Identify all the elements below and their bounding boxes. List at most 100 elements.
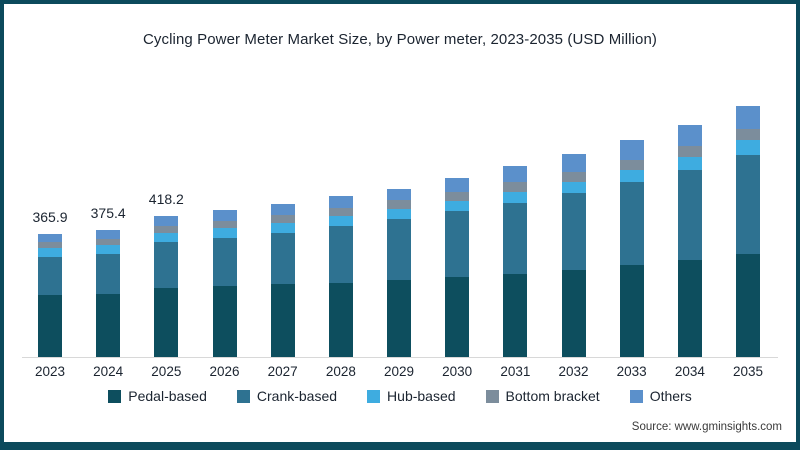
bar-segment-others — [736, 106, 761, 129]
bar-segment-crank-based — [619, 181, 644, 265]
bar-segment-crank-based — [736, 154, 761, 254]
source-note: Source: www.gminsights.com — [631, 421, 782, 433]
legend-swatch-icon — [629, 389, 643, 403]
bar-segment-bottom-bracket — [328, 207, 353, 216]
bar-segment-pedal-based — [270, 284, 295, 357]
bar-segment-bottom-bracket — [619, 159, 644, 170]
x-axis-label: 2030 — [442, 364, 473, 379]
legend-item-bottom-bracket: Bottom bracket — [485, 388, 600, 404]
x-axis-label: 2027 — [267, 364, 298, 379]
x-axis-label: 2034 — [674, 364, 705, 379]
bar-segment-crank-based — [328, 225, 353, 283]
bar-total-label: 375.4 — [90, 205, 126, 222]
bar-segment-crank-based — [503, 202, 528, 274]
bar-segment-hub-based — [503, 191, 528, 203]
bar-segment-hub-based — [154, 232, 179, 243]
bar-segment-others — [445, 177, 470, 192]
bar-segment-crank-based — [445, 211, 470, 278]
x-axis-label: 2026 — [209, 364, 240, 379]
bar-segment-bottom-bracket — [270, 215, 295, 223]
bar-segment-hub-based — [212, 228, 237, 239]
bar-segment-pedal-based — [328, 282, 353, 357]
x-axis-label: 2029 — [383, 364, 415, 379]
bar-total-label: 365.9 — [32, 208, 68, 225]
bar-segment-crank-based — [154, 242, 179, 289]
bar-segment-others — [561, 154, 586, 172]
bar-segment-pedal-based — [677, 259, 702, 357]
bar-segment-pedal-based — [212, 286, 237, 357]
bar-segment-bottom-bracket — [445, 191, 470, 201]
bar-segment-others — [328, 196, 353, 208]
bar-segment-bottom-bracket — [387, 200, 412, 209]
bar-segment-pedal-based — [503, 273, 528, 357]
bar-segment-hub-based — [736, 140, 761, 155]
legend-item-crank-based: Crank-based — [236, 388, 338, 404]
x-axis-label: 2031 — [500, 364, 531, 379]
bar-segment-bottom-bracket — [96, 238, 121, 245]
bar-segment-bottom-bracket — [503, 182, 528, 192]
bar-segment-hub-based — [328, 215, 353, 226]
x-axis-line — [22, 357, 778, 358]
bar-segment-crank-based — [38, 256, 62, 296]
bar-segment-crank-based — [561, 192, 586, 270]
bar-segment-others — [96, 230, 121, 239]
bar-segment-pedal-based — [96, 294, 121, 357]
legend: Pedal-based Crank-based Hub-based Bottom br… — [0, 388, 800, 404]
legend-swatch-icon — [108, 389, 122, 403]
bar-segment-crank-based — [96, 254, 121, 295]
bar-segment-others — [387, 188, 412, 201]
legend-swatch-icon — [367, 389, 381, 403]
bar-segment-pedal-based — [736, 253, 761, 357]
bar-segment-pedal-based — [154, 288, 179, 357]
chart-title: Cycling Power Meter Market Size, by Powe… — [142, 31, 658, 48]
x-axis-label: 2023 — [34, 364, 66, 379]
legend-label: Hub-based — [387, 388, 456, 404]
bar-segment-others — [154, 215, 179, 227]
bar-segment-bottom-bracket — [154, 226, 179, 233]
legend-label: Others — [649, 388, 692, 404]
bar-segment-pedal-based — [561, 269, 586, 357]
legend-item-pedal-based: Pedal-based — [108, 388, 207, 404]
bar-segment-hub-based — [445, 200, 470, 212]
bar-segment-hub-based — [96, 244, 121, 254]
bar-segment-crank-based — [677, 169, 702, 260]
bar-segment-others — [270, 203, 295, 216]
bar-segment-others — [677, 124, 702, 147]
bar-segment-crank-based — [270, 232, 295, 285]
legend-label: Crank-based — [256, 388, 338, 404]
legend-label: Bottom bracket — [505, 388, 600, 404]
bar-segment-bottom-bracket — [736, 128, 761, 141]
legend-item-others: Others — [629, 388, 692, 404]
bar-segment-bottom-bracket — [677, 146, 702, 158]
x-axis-label: 2032 — [558, 364, 589, 379]
bar-segment-bottom-bracket — [561, 172, 586, 182]
legend-label: Pedal-based — [128, 388, 207, 404]
bar-segment-crank-based — [387, 219, 412, 281]
bar-segment-crank-based — [212, 238, 237, 287]
x-axis-label: 2035 — [733, 364, 764, 379]
bar-segment-hub-based — [270, 222, 295, 233]
bar-segment-others — [619, 140, 644, 160]
bar-segment-hub-based — [38, 247, 62, 257]
bar-segment-hub-based — [561, 181, 586, 193]
bar-segment-pedal-based — [38, 295, 62, 357]
bar-segment-others — [38, 233, 62, 242]
x-axis-label: 2033 — [616, 364, 647, 379]
bar-segment-bottom-bracket — [38, 241, 62, 248]
bar-segment-bottom-bracket — [212, 220, 237, 229]
legend-swatch-icon — [236, 389, 250, 403]
x-axis-label: 2028 — [325, 364, 356, 379]
bar-segment-pedal-based — [387, 280, 412, 357]
bar-segment-pedal-based — [445, 277, 470, 357]
bar-total-label: 418.2 — [148, 190, 184, 207]
x-axis-label: 2025 — [151, 364, 182, 379]
x-axis-label: 2024 — [93, 364, 124, 379]
legend-item-hub-based: Hub-based — [367, 388, 456, 404]
bar-segment-hub-based — [677, 157, 702, 170]
bar-segment-others — [212, 209, 237, 221]
bar-segment-others — [503, 166, 528, 183]
bar-segment-hub-based — [387, 208, 412, 220]
legend-swatch-icon — [485, 389, 499, 403]
